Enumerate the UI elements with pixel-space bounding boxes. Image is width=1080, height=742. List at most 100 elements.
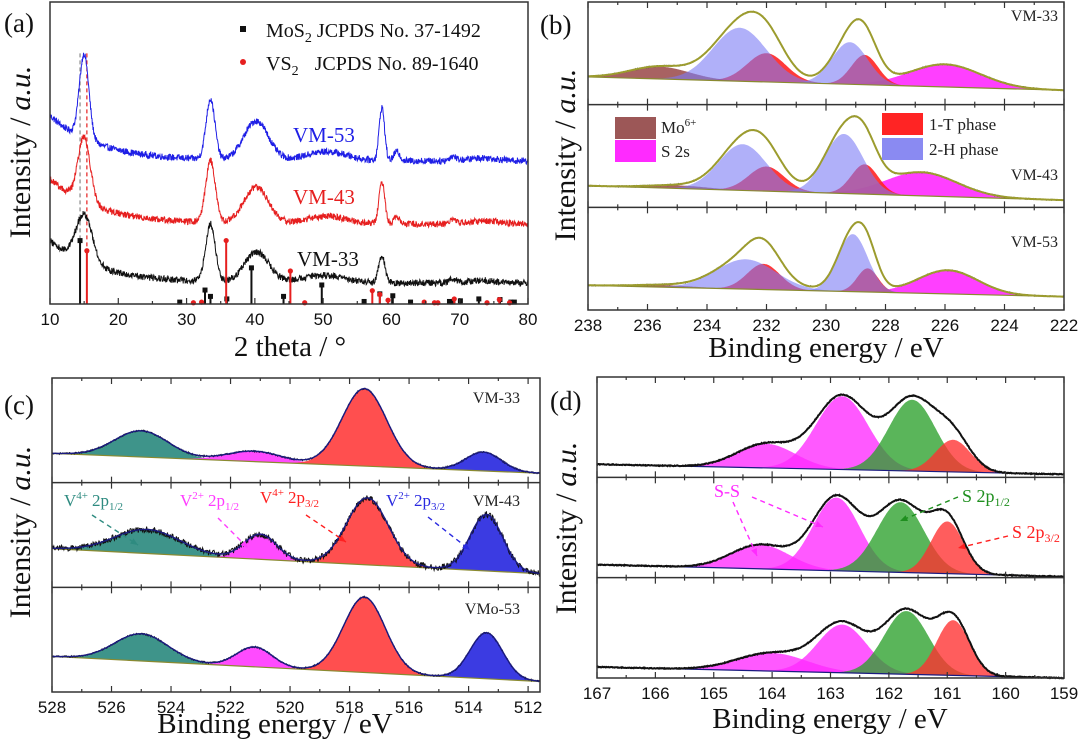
component-peak-2-h <box>588 259 1064 297</box>
panel-a: 10 20 30 40 50 60 70 80 <box>41 1 538 329</box>
plot-frame <box>49 1 529 305</box>
annotation-arrow <box>732 501 758 557</box>
x-axis: 238 236 234 232 230 228 226 224 222 <box>574 2 1078 335</box>
experimental-spectrum <box>597 493 1065 579</box>
reference-marker <box>369 288 375 294</box>
reference-marker <box>457 298 463 304</box>
legend-label: Mo <box>661 118 685 137</box>
y-axis-title-main: Intensity / <box>4 117 37 238</box>
reference-marker <box>202 287 208 293</box>
arrowhead-icon <box>338 535 346 542</box>
x-tick-label: 10 <box>41 310 60 329</box>
ann-orb: 2p <box>92 491 109 510</box>
x-tick-label: 238 <box>574 316 602 335</box>
panel-label-c: (c) <box>4 390 34 420</box>
reference-marker <box>361 298 367 304</box>
x-tick-label: 524 <box>157 698 185 717</box>
component-peak-2-h <box>588 134 1064 201</box>
y-axis-title-unit: a.u. <box>4 446 37 491</box>
subplot-label-vm33: VM-33 <box>1011 8 1058 25</box>
fit-envelope <box>52 497 541 575</box>
legend-swatch-s2s <box>615 140 656 162</box>
ann-main: S 2p <box>962 486 995 506</box>
subplot-label-vm43: VM-43 <box>473 493 520 510</box>
component-peak-v2-2p1-2 <box>52 451 540 474</box>
x-tick-label: 520 <box>276 698 304 717</box>
background-line <box>587 284 1065 298</box>
y-axis-title-b: Intensity / a.u. <box>549 69 582 242</box>
x-tick-label: 161 <box>933 684 961 703</box>
subplot-vm-43 <box>587 115 1065 202</box>
series-label-vm33: VM-33 <box>297 247 359 271</box>
x-tick-label: 164 <box>758 684 786 703</box>
x-tick-label: 162 <box>875 684 903 703</box>
component-peak-2-h <box>588 42 1064 91</box>
subplot-label-vm33: VM-33 <box>473 390 520 407</box>
reference-marker <box>385 297 391 303</box>
ann-main: V <box>180 491 193 510</box>
x-tick-label: 226 <box>931 316 959 335</box>
y-axis-title-unit: a.u. <box>550 442 583 487</box>
ann-sup: 2+ <box>192 490 204 502</box>
component-peak-s-2s <box>588 172 1064 201</box>
ann-sup: 4+ <box>76 490 88 502</box>
x-tick-label: 70 <box>450 310 469 329</box>
x-tick-label: 514 <box>454 698 482 717</box>
y-axis-title-unit: a.u. <box>4 66 37 111</box>
component-peak-2-h <box>588 144 1064 201</box>
fit-envelope <box>52 387 540 474</box>
component-peak-s-2s <box>588 64 1064 91</box>
legend-swatch-1t <box>882 113 923 135</box>
legend-entry-1t: 1-T phase <box>929 115 996 134</box>
fit-envelope <box>587 10 1064 92</box>
annotation-arrow <box>91 514 139 546</box>
y-axis-title-main: Intensity / <box>550 493 583 614</box>
legend-formula-sub: 2 <box>305 31 312 46</box>
experimental-spectrum <box>596 393 1065 476</box>
x-tick-label: 166 <box>641 684 669 703</box>
ann-sup: 4+ <box>272 487 284 499</box>
panel-label-a: (a) <box>4 8 34 38</box>
component-peak-2-h <box>588 234 1064 297</box>
background-line <box>51 655 541 683</box>
x-tick-label: 234 <box>693 316 721 335</box>
ann-sub: 3/2 <box>305 498 319 510</box>
x-axis-title-b: Binding energy / eV <box>708 332 944 364</box>
component-peak-v4-2p1-2 <box>52 430 540 474</box>
reference-marker <box>408 299 414 305</box>
y-axis-title-c: Intensity / a.u. <box>4 446 37 619</box>
legend-card: JCPDS No. 89-1640 <box>315 53 479 75</box>
background-line <box>51 452 541 474</box>
background-line <box>51 548 541 575</box>
ann-sub: 3/2 <box>1045 531 1060 545</box>
legend-card: JCPDS No. 37-1492 <box>317 20 481 42</box>
arrowhead-icon <box>751 548 757 556</box>
reference-marker <box>84 248 90 254</box>
x-axis-title-d: Binding energy / eV <box>712 703 948 735</box>
xrd-trace-vm-53 <box>49 52 529 166</box>
reference-marker <box>319 282 325 288</box>
reference-marker <box>287 268 293 274</box>
annotation-v4-2p32: V4+ 2p3/2 <box>260 487 319 510</box>
y-axis-title-d: Intensity / a.u. <box>550 442 583 615</box>
ann-sub: 1/2 <box>995 495 1010 509</box>
component-peak-s-s <box>597 497 1064 577</box>
x-axis-title-a: 2 theta / ° <box>234 331 346 363</box>
arrowhead-icon <box>462 542 470 550</box>
x-tick-label: 159 <box>1050 684 1078 703</box>
x-tick-label: 236 <box>633 316 661 335</box>
plot-layer: 10 20 30 40 50 60 70 80 238 236 234 232 230 228 226 224… <box>38 1 1078 717</box>
y-axis-title-main: Intensity / <box>4 497 37 618</box>
legend-entry-s2s: S 2s <box>661 142 690 161</box>
ann-main: S 2p <box>1012 522 1045 542</box>
background-line <box>587 76 1065 91</box>
legend-marker-mos2 <box>240 26 246 32</box>
arrowhead-icon <box>958 543 966 550</box>
component-peak-v2-2p3-2 <box>52 632 540 682</box>
panel-b: 238 236 234 232 230 228 226 224 222 <box>574 1 1078 335</box>
component-peak-s-2p3-2 <box>597 620 1064 678</box>
legend-formula: MoS <box>266 20 305 42</box>
x-tick-label: 80 <box>519 310 538 329</box>
experimental-spectrum <box>596 607 1065 680</box>
